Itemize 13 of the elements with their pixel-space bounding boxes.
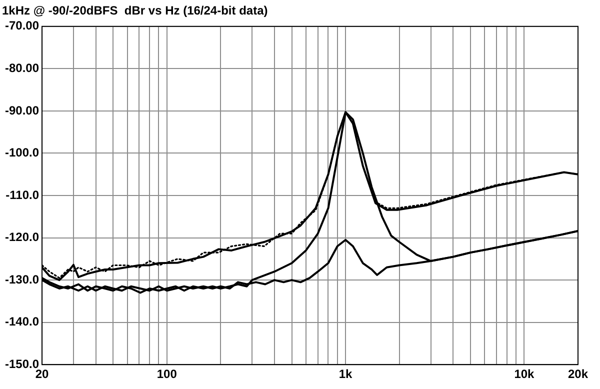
y-tick-label: -90.00 [4,103,40,118]
x-tick-label: 20k [568,367,588,382]
x-tick-label: 100 [156,367,178,382]
y-tick-label: -120.0 [4,230,40,244]
y-tick-label: -80.00 [4,60,40,75]
y-tick-label: -100.0 [4,146,40,160]
y-tick-label: -130.0 [4,272,40,286]
chart-title: 1kHz @ -90/-20dBFS dBr vs Hz (16/24-bit data) [2,4,268,18]
y-tick-label: -110.0 [6,188,40,202]
x-tick-label: 10k [514,367,535,382]
y-tick-label: -140.0 [4,314,40,329]
y-tick-label: -70.00 [4,18,40,33]
x-tick-label: 1k [338,367,353,382]
